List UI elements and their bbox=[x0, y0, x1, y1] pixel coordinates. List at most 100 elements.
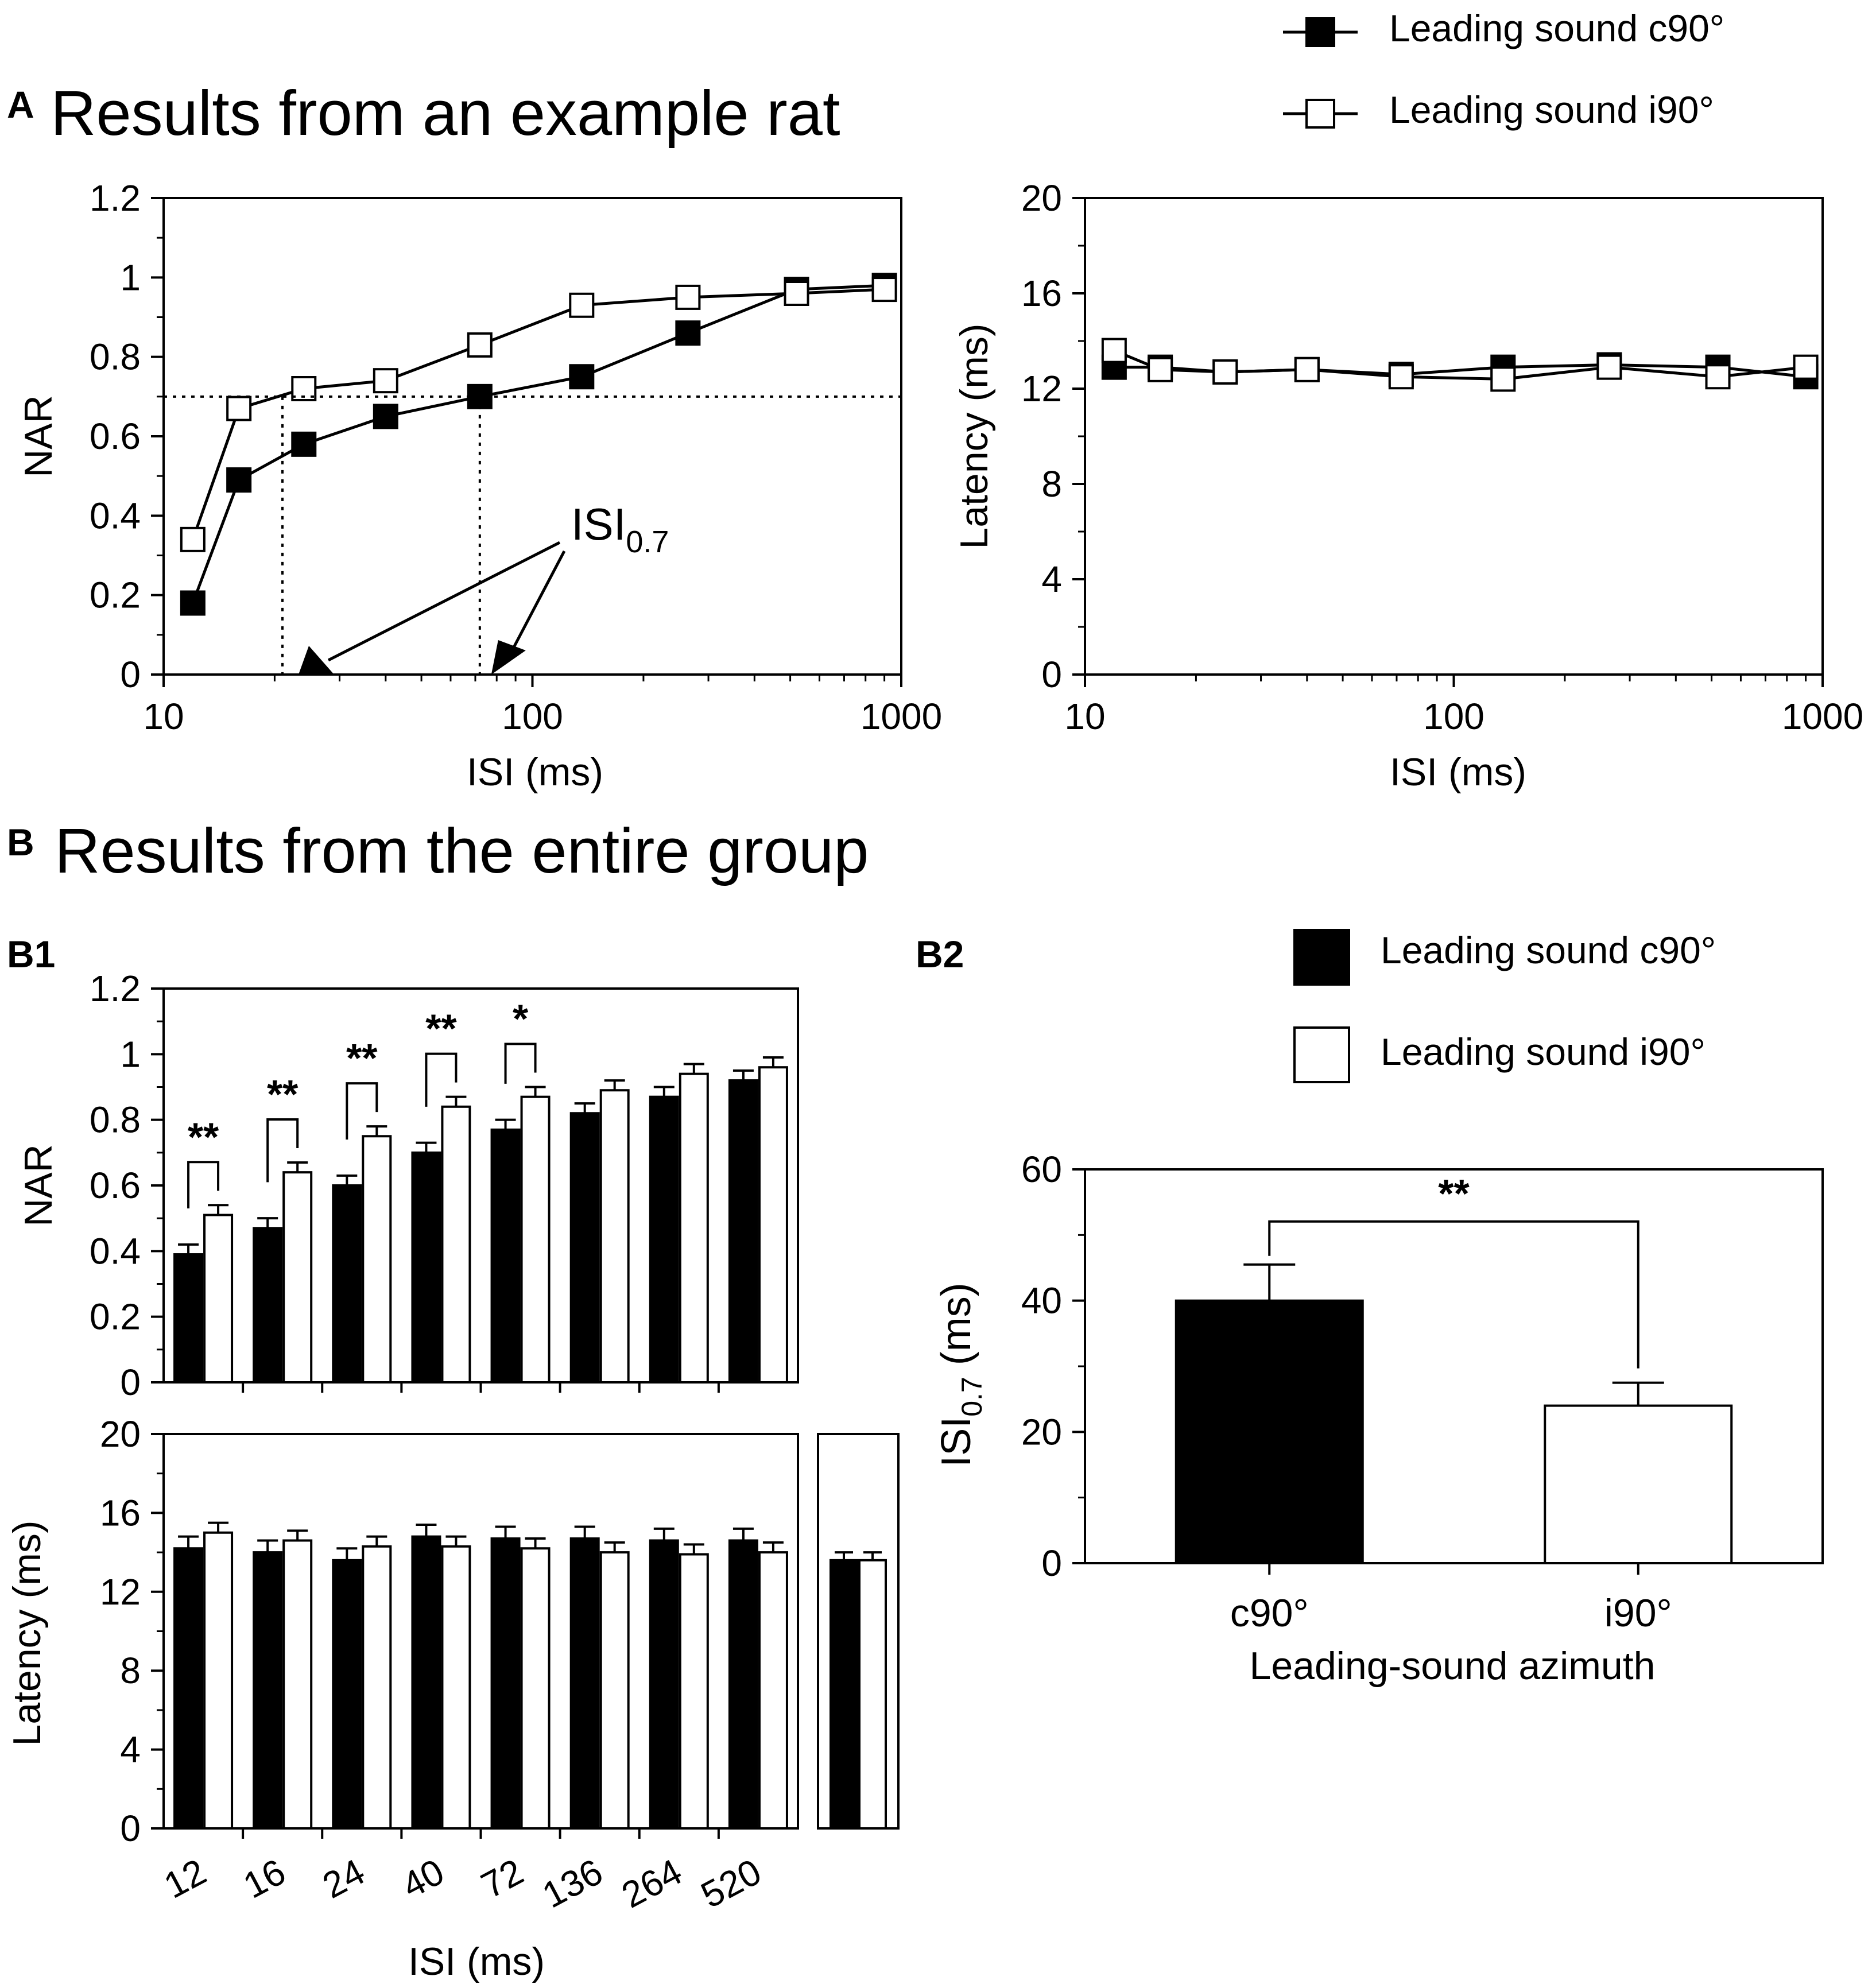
significance-bracket bbox=[504, 1043, 537, 1084]
y-tick-label: 20 bbox=[1021, 177, 1062, 219]
chart-a-nar-xlabel: ISI (ms) bbox=[467, 750, 603, 794]
data-point-i90 bbox=[1101, 338, 1127, 363]
x-tick-label: 264 bbox=[615, 1851, 688, 1916]
bar-c90 bbox=[253, 1227, 283, 1384]
y-tick-label: 20 bbox=[1021, 1411, 1062, 1452]
data-point-i90 bbox=[871, 277, 897, 303]
x-tick-label: 10 bbox=[143, 696, 184, 737]
chart-b1-latency-ylabel: Latency (ms) bbox=[5, 1521, 49, 1746]
data-point-i90 bbox=[467, 332, 493, 358]
bar-i90 bbox=[1544, 1404, 1733, 1565]
y-tick-label: 0 bbox=[120, 654, 141, 695]
significance-bracket bbox=[187, 1161, 220, 1209]
x-tick-label: 136 bbox=[536, 1851, 609, 1916]
chart-b2-ylabel-base: ISI bbox=[933, 1417, 979, 1467]
panel-b1-label: B1 bbox=[7, 933, 55, 975]
x-tick-label: i90° bbox=[1604, 1591, 1672, 1635]
y-tick-label: 0.8 bbox=[90, 1099, 141, 1141]
data-point-i90 bbox=[675, 284, 701, 310]
chart-b2-ylabel-sub: 0.7 bbox=[956, 1377, 988, 1417]
data-point-i90 bbox=[1388, 364, 1414, 390]
data-point-c90 bbox=[675, 320, 701, 346]
x-tick-label: 10 bbox=[1064, 696, 1105, 737]
panel-b-label: B bbox=[7, 821, 34, 863]
inset-bar-i90 bbox=[858, 1559, 887, 1830]
data-point-i90 bbox=[1294, 356, 1320, 382]
significance-bracket bbox=[266, 1118, 299, 1183]
chart-b2-ylabel: ISI0.7 (ms) bbox=[933, 1282, 988, 1467]
data-point-i90 bbox=[226, 396, 252, 421]
significance-stars: ** bbox=[346, 1036, 378, 1080]
y-tick-label: 20 bbox=[100, 1413, 141, 1455]
chart-a-latency-xlabel: ISI (ms) bbox=[1390, 750, 1526, 794]
y-tick-label: 8 bbox=[120, 1650, 141, 1691]
y-tick-label: 0.6 bbox=[90, 1165, 141, 1206]
data-point-i90 bbox=[1705, 364, 1731, 390]
bar-c90 bbox=[569, 1537, 600, 1830]
data-point-c90 bbox=[180, 590, 206, 616]
bar-i90 bbox=[520, 1095, 551, 1384]
bar-i90 bbox=[362, 1135, 392, 1384]
y-tick-label: 0.2 bbox=[90, 575, 141, 616]
x-tick-label: 72 bbox=[474, 1851, 530, 1906]
isi07-arrow-line bbox=[507, 550, 566, 658]
bar-c90 bbox=[728, 1079, 758, 1384]
bar-i90 bbox=[758, 1066, 788, 1384]
y-tick-label: 4 bbox=[120, 1729, 141, 1770]
y-tick-label: 1.2 bbox=[90, 177, 141, 219]
chart-a-latency-ylabel: Latency (ms) bbox=[952, 324, 996, 549]
y-tick-label: 0 bbox=[1041, 654, 1062, 695]
data-point-i90 bbox=[784, 281, 809, 306]
bar-i90 bbox=[679, 1072, 709, 1384]
significance-stars: ** bbox=[188, 1114, 219, 1159]
y-tick-label: 12 bbox=[100, 1571, 141, 1613]
b2-legend-c90-swatch bbox=[1293, 929, 1350, 986]
bar-c90 bbox=[253, 1551, 283, 1830]
bar-i90 bbox=[282, 1539, 313, 1830]
bar-i90 bbox=[362, 1545, 392, 1830]
chart-b1-latency: 0 4 8 12 16 20 12 16 24 40 72 136 264 520 bbox=[100, 1413, 900, 1916]
x-tick-label: 100 bbox=[1423, 696, 1484, 737]
bar-i90 bbox=[758, 1551, 788, 1830]
panel-a-title: Results from an example rat bbox=[51, 78, 840, 149]
y-tick-label: 0 bbox=[120, 1362, 141, 1403]
panel-b-title: Results from the entire group bbox=[55, 816, 869, 886]
x-tick-label: 520 bbox=[694, 1851, 768, 1916]
bar-i90 bbox=[599, 1551, 630, 1830]
y-tick-label: 0 bbox=[1041, 1543, 1062, 1584]
y-tick-label: 0 bbox=[120, 1808, 141, 1849]
bar-i90 bbox=[441, 1105, 471, 1384]
chart-b2-ylabel-unit: (ms) bbox=[933, 1282, 979, 1377]
isi07-arrowhead bbox=[491, 640, 526, 675]
chart-b2-xlabel: Leading-sound azimuth bbox=[1250, 1644, 1656, 1688]
chart-b1-nar: 00.20.40.60.811.2 ******** * bbox=[90, 968, 799, 1403]
bar-i90 bbox=[203, 1214, 234, 1384]
legend-c90-marker bbox=[1283, 17, 1358, 47]
isi07-arrow-line bbox=[327, 541, 561, 662]
data-point-c90 bbox=[226, 467, 252, 493]
y-tick-label: 8 bbox=[1041, 463, 1062, 505]
chart-a-nar: 0 0.2 0.4 0.6 0.8 1 1.2 10 100 1000 bbox=[90, 177, 942, 737]
b2-legend-i90-label: Leading sound i90° bbox=[1381, 1030, 1706, 1073]
bar-i90 bbox=[679, 1553, 709, 1830]
b2-legend: Leading sound c90° Leading sound i90° bbox=[1293, 929, 1716, 1083]
data-point-i90 bbox=[1148, 356, 1173, 382]
b2-legend-c90-label: Leading sound c90° bbox=[1381, 929, 1716, 971]
chart-b2-isi07: 0 20 40 60 c90° i90° ** bbox=[1021, 1149, 1824, 1635]
significance-stars: ** bbox=[267, 1072, 299, 1117]
top-legend: Leading sound c90° Leading sound i90° bbox=[1283, 7, 1724, 131]
chart-b1-nar-ylabel: NAR bbox=[17, 1144, 60, 1227]
y-tick-label: 0.2 bbox=[90, 1296, 141, 1338]
bar-c90 bbox=[569, 1112, 600, 1384]
chart-a-latency: 0 4 8 12 16 20 10 100 1000 bbox=[1021, 177, 1863, 737]
bar-c90 bbox=[173, 1253, 204, 1384]
y-tick-label: 12 bbox=[1021, 368, 1062, 409]
significance-bracket bbox=[1268, 1220, 1639, 1369]
bar-i90 bbox=[599, 1089, 630, 1384]
plot-frame bbox=[1084, 197, 1824, 676]
bar-c90 bbox=[490, 1537, 521, 1830]
bar-c90 bbox=[332, 1184, 362, 1384]
data-point-i90 bbox=[1212, 359, 1238, 385]
y-tick-label: 16 bbox=[100, 1492, 141, 1533]
y-tick-label: 4 bbox=[1041, 559, 1062, 600]
